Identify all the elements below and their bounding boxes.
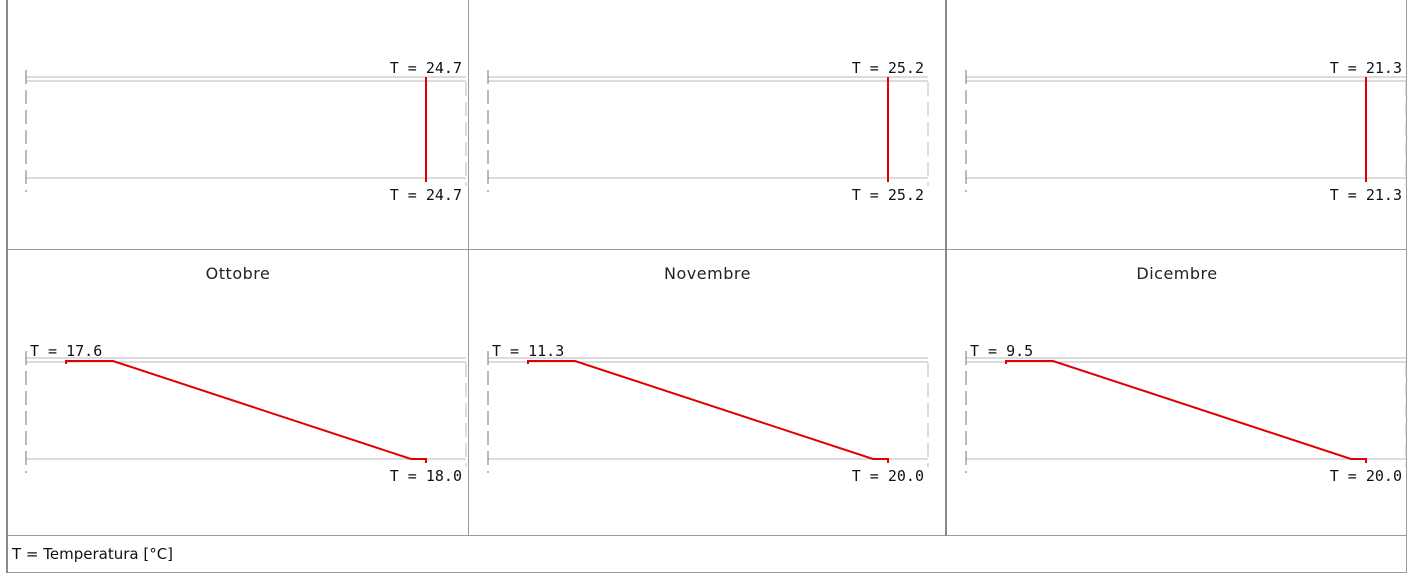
temperature-chart-2: T = 25.2 T = 25.2 xyxy=(487,59,929,204)
label-inside-temperature: T = 18.0 xyxy=(390,467,462,485)
label-bottom-temperature: T = 25.2 xyxy=(852,186,924,204)
legend-text: T = Temperatura [°C] xyxy=(12,545,174,563)
temperature-profile-line xyxy=(1005,360,1367,463)
label-inside-temperature: T = 20.0 xyxy=(1330,467,1402,485)
label-inside-temperature: T = 20.0 xyxy=(852,467,924,485)
month-title-ottobre: Ottobre xyxy=(205,264,271,283)
temperature-profile-line xyxy=(65,360,427,463)
month-title-dicembre: Dicembre xyxy=(1136,264,1218,283)
row-divider-bottom xyxy=(7,535,1407,536)
label-outside-temperature: T = 17.6 xyxy=(30,342,102,360)
chart-cell-2: T = 25.2 T = 25.2 xyxy=(470,0,945,249)
chart-cell-4: Ottobre T = 17.6 T = 18.0 xyxy=(8,250,468,535)
table-left-border xyxy=(6,0,8,573)
temperature-chart-3: T = 21.3 T = 21.3 xyxy=(965,59,1407,204)
temperature-chart-1: T = 24.7 T = 24.7 xyxy=(25,59,467,204)
label-top-temperature: T = 21.3 xyxy=(1330,59,1402,77)
row-divider-top xyxy=(7,249,1407,250)
label-bottom-temperature: T = 24.7 xyxy=(390,186,462,204)
temperature-profile-line xyxy=(527,360,889,463)
label-top-temperature: T = 24.7 xyxy=(390,59,462,77)
temperature-chart-5: T = 11.3 T = 20.0 xyxy=(487,342,929,485)
chart-cell-6: Dicembre T = 9.5 T = 20.0 xyxy=(948,250,1407,535)
column-divider-2 xyxy=(945,0,947,536)
chart-cell-3: T = 21.3 T = 21.3 xyxy=(948,0,1407,249)
label-top-temperature: T = 25.2 xyxy=(852,59,924,77)
temperature-chart-4: T = 17.6 T = 18.0 xyxy=(25,342,467,485)
label-bottom-temperature: T = 21.3 xyxy=(1330,186,1402,204)
label-outside-temperature: T = 9.5 xyxy=(970,342,1033,360)
chart-cell-1: T = 24.7 T = 24.7 xyxy=(8,0,468,249)
table-right-border xyxy=(1406,0,1407,573)
temperature-chart-6: T = 9.5 T = 20.0 xyxy=(965,342,1407,485)
chart-cell-5: Novembre T = 11.3 T = 20.0 xyxy=(470,250,945,535)
column-divider-1 xyxy=(468,0,469,536)
label-outside-temperature: T = 11.3 xyxy=(492,342,564,360)
month-title-novembre: Novembre xyxy=(664,264,751,283)
